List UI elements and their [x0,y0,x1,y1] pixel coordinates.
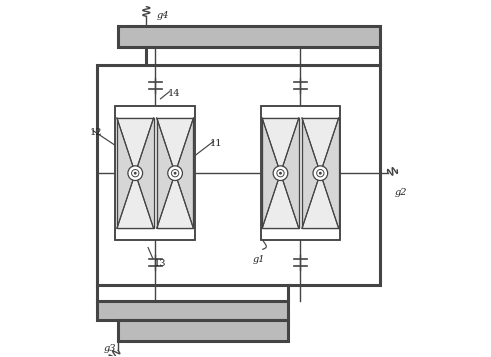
Polygon shape [262,118,299,173]
Polygon shape [135,118,154,228]
Text: 14: 14 [167,89,180,98]
Bar [302,118,339,228]
Bar [97,65,380,285]
Bar [117,118,154,228]
Bar [117,118,154,228]
Text: 13: 13 [153,259,166,268]
Circle shape [128,166,142,181]
Circle shape [135,172,136,174]
Circle shape [168,166,183,181]
Bar [262,118,299,228]
Polygon shape [320,118,339,228]
Polygon shape [262,173,299,228]
Bar [262,118,299,228]
Polygon shape [302,173,339,228]
Polygon shape [117,173,154,228]
Bar [97,301,288,320]
Bar [302,118,339,228]
Polygon shape [302,118,320,228]
Polygon shape [157,173,193,228]
Circle shape [313,166,327,181]
Bar [115,106,195,241]
Polygon shape [302,118,339,173]
Polygon shape [280,118,299,228]
Bar [157,118,193,228]
Polygon shape [117,118,154,173]
Text: g4: g4 [157,11,169,20]
Bar [115,106,195,241]
Polygon shape [262,118,280,228]
Bar [261,106,340,241]
Polygon shape [175,118,193,228]
Circle shape [273,166,288,181]
Text: 11: 11 [210,139,222,147]
Polygon shape [157,118,193,173]
Text: g1: g1 [252,256,265,265]
Circle shape [320,172,321,174]
Polygon shape [117,118,135,228]
Text: 12: 12 [90,128,102,137]
Text: g2: g2 [394,188,407,197]
Bar [118,320,288,341]
Polygon shape [157,118,175,228]
Circle shape [280,172,281,174]
Bar [157,118,193,228]
Text: g3: g3 [104,344,116,353]
Circle shape [174,172,176,174]
Bar [118,26,380,47]
Bar [261,106,340,241]
